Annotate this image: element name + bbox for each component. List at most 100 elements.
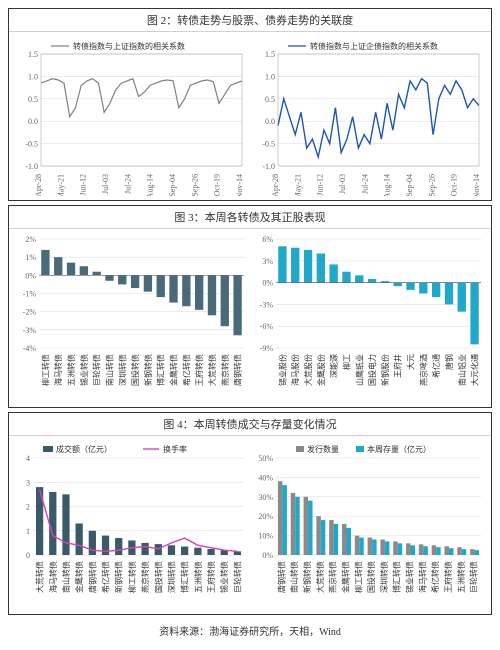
svg-text:五洲转债: 五洲转债 (193, 561, 203, 593)
svg-text:巨轮转债: 巨轮转债 (232, 561, 242, 593)
svg-text:成交额（亿元）: 成交额（亿元） (56, 444, 112, 454)
svg-text:南山转债: 南山转债 (104, 354, 114, 386)
svg-text:转债指数与上证指数的相关系数: 转债指数与上证指数的相关系数 (73, 41, 185, 51)
figure-3-panel: 图 3：本周各转债及其正股表现 -4%-3%-2%-1%0%1%2%柳工转债海马… (8, 205, 492, 408)
svg-text:南山转债: 南山转债 (61, 561, 71, 593)
svg-text:巨轮转债: 巨轮转债 (469, 561, 479, 593)
svg-text:燕京转债: 燕京转债 (220, 354, 230, 386)
svg-text:金鹰转债: 金鹰转债 (74, 561, 84, 593)
svg-text:新钢转债: 新钢转债 (143, 354, 153, 386)
svg-text:-4%: -4% (23, 344, 37, 353)
svg-text:国投电力: 国投电力 (367, 354, 377, 386)
svg-text:海马股份: 海马股份 (290, 354, 300, 386)
svg-text:博汇转债: 博汇转债 (392, 561, 402, 593)
svg-text:0.5: 0.5 (265, 95, 275, 104)
svg-text:新钢股份: 新钢股份 (380, 354, 390, 386)
svg-text:Apr-28: Apr-28 (34, 174, 43, 196)
svg-text:巨轮转债: 巨轮转债 (92, 354, 102, 386)
svg-text:金鹰股份: 金鹰股份 (316, 354, 326, 386)
svg-text:0%: 0% (262, 279, 273, 288)
svg-text:2: 2 (26, 503, 30, 512)
svg-text:深圳转债: 深圳转债 (117, 354, 127, 386)
figure-3-title: 图 3：本周各转债及其正股表现 (9, 206, 491, 229)
svg-text:Apr-28: Apr-28 (271, 174, 280, 196)
svg-text:-9%: -9% (260, 344, 274, 353)
svg-text:0%: 0% (25, 271, 36, 280)
svg-text:唐钢转债: 唐钢转债 (87, 561, 97, 593)
svg-text:-3%: -3% (23, 326, 37, 335)
svg-text:Oct-19: Oct-19 (213, 174, 222, 196)
svg-text:博汇转债: 博汇转债 (156, 354, 166, 386)
svg-text:转债指数与上证企债指数的相关系数: 转债指数与上证企债指数的相关系数 (310, 41, 438, 51)
svg-text:锡业股份: 锡业股份 (277, 354, 287, 386)
svg-text:王府转债: 王府转债 (194, 354, 204, 386)
svg-text:-6%: -6% (260, 322, 274, 331)
svg-text:唐钢: 唐钢 (444, 354, 454, 370)
svg-text:Jun-12: Jun-12 (79, 174, 88, 196)
svg-text:May-21: May-21 (56, 174, 65, 196)
fig4-left-chart: 01234大荒转债海马转债南山转债金鹰转债唐钢转债希亿转债新钢转债柳工转债燕京转… (13, 440, 250, 610)
svg-text:唐钢转债: 唐钢转债 (233, 354, 243, 386)
svg-text:-0.5: -0.5 (262, 140, 275, 149)
svg-text:-2%: -2% (23, 308, 37, 317)
svg-text:30%: 30% (258, 493, 273, 502)
svg-text:深能源: 深能源 (329, 354, 339, 378)
svg-text:新钢转债: 新钢转债 (114, 561, 124, 593)
svg-text:南山铝业: 南山铝业 (457, 354, 467, 386)
figure-2-panel: 图 2：转债走势与股票、债券走势的关联度 -1.0 -0.5 0.0 0.5 1.0 1.… (8, 8, 492, 201)
svg-text:May-21: May-21 (293, 174, 302, 196)
svg-text:Sep-04: Sep-04 (405, 174, 414, 196)
figure-3-body: -4%-3%-2%-1%0%1%2%柳工转债海马转债五洲转债锡业转债巨轮转债南山… (9, 229, 491, 407)
svg-text:50%: 50% (258, 454, 273, 463)
figure-4-title: 图 4：本周转债成交与存量变化情况 (9, 413, 491, 436)
svg-text:大元: 大元 (406, 354, 416, 370)
svg-text:1.5: 1.5 (28, 50, 38, 59)
svg-text:-3%: -3% (260, 300, 274, 309)
svg-text:柳工: 柳工 (341, 354, 351, 370)
svg-text:10%: 10% (258, 532, 273, 541)
svg-text:锡业转债: 锡业转债 (219, 561, 229, 593)
svg-text:-1.0: -1.0 (25, 162, 38, 171)
svg-text:40%: 40% (258, 473, 273, 482)
svg-text:1.0: 1.0 (28, 72, 38, 81)
svg-text:1: 1 (26, 527, 30, 536)
svg-text:深圳转债: 深圳转债 (379, 561, 389, 593)
svg-text:燕京转债: 燕京转债 (140, 561, 150, 593)
svg-text:0.5: 0.5 (28, 95, 38, 104)
svg-text:南山转债: 南山转债 (289, 561, 299, 593)
svg-text:大元化通: 大元化通 (470, 354, 480, 386)
svg-text:国投转债: 国投转债 (153, 561, 163, 593)
svg-text:大荒转债: 大荒转债 (207, 354, 217, 386)
svg-text:2%: 2% (25, 235, 36, 244)
svg-text:0.0: 0.0 (265, 117, 275, 126)
svg-text:换手率: 换手率 (163, 444, 187, 454)
svg-text:Jul-24: Jul-24 (360, 174, 369, 194)
fig2-right-chart: -1.0-0.50.00.51.01.5Apr-28May-21Jun-12Ju… (250, 36, 487, 196)
svg-text:4: 4 (26, 454, 30, 463)
svg-text:20%: 20% (258, 512, 273, 521)
svg-text:0: 0 (26, 551, 30, 560)
svg-text:0.0: 0.0 (28, 117, 38, 126)
svg-text:Oct-19: Oct-19 (450, 174, 459, 196)
svg-text:柳工转债: 柳工转债 (127, 561, 137, 593)
svg-text:新钢转债: 新钢转债 (302, 561, 312, 593)
svg-text:国投转债: 国投转债 (130, 354, 140, 386)
svg-text:3%: 3% (262, 257, 273, 266)
svg-text:大荒股份: 大荒股份 (303, 354, 313, 386)
svg-text:Jul-03: Jul-03 (101, 174, 110, 194)
figure-4-panel: 图 4：本周转债成交与存量变化情况 01234大荒转债海马转债南山转债金鹰转债唐… (8, 412, 492, 615)
svg-text:Sep-26: Sep-26 (427, 174, 436, 196)
svg-text:大荒转债: 大荒转债 (315, 561, 325, 593)
svg-text:-1.0: -1.0 (262, 162, 275, 171)
svg-text:1.0: 1.0 (265, 72, 275, 81)
svg-text:Jul-03: Jul-03 (338, 174, 347, 194)
svg-text:1%: 1% (25, 253, 36, 262)
svg-text:本周存量（亿元）: 本周存量（亿元） (367, 444, 431, 454)
svg-text:6%: 6% (262, 235, 273, 244)
svg-text:王府转债: 王府转债 (443, 561, 453, 593)
svg-text:1.5: 1.5 (265, 50, 275, 59)
figure-2-title: 图 2：转债走势与股票、债券走势的关联度 (9, 9, 491, 32)
figure-2-body: -1.0 -0.5 0.0 0.5 1.0 1.5 Apr-28 May-21 Jun-12 Ju… (9, 32, 491, 200)
svg-text:希亿转债: 希亿转债 (181, 354, 191, 386)
svg-text:Jul-24: Jul-24 (123, 174, 132, 194)
